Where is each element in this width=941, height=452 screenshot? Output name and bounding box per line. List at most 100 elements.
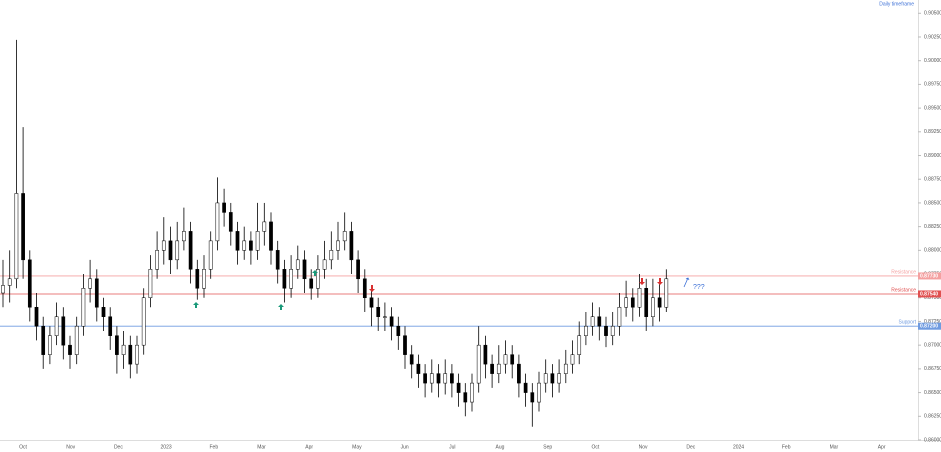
candle-body (41, 325, 46, 355)
y-tick-label: 0.90000 (924, 58, 941, 64)
candle-body (135, 344, 139, 365)
y-tick-label: 0.88250 (924, 224, 941, 230)
candle-body (362, 278, 367, 299)
y-tick-label: 0.89500 (924, 105, 941, 111)
candle-body (175, 240, 180, 261)
up-arrow (193, 302, 199, 308)
candle-body (108, 316, 113, 336)
candle-body (604, 325, 608, 336)
candle-body (369, 297, 374, 308)
y-tick-label: 0.86000 (924, 437, 941, 443)
candle-body (74, 325, 79, 355)
candle-body (195, 269, 200, 289)
x-tick-label: Jul (449, 444, 455, 450)
candle-body (637, 288, 642, 308)
down-arrow (369, 285, 375, 292)
price-tag-label: 0.87200 (920, 324, 938, 330)
candle-body (21, 193, 25, 261)
candle-body (235, 231, 240, 251)
candle-body (255, 231, 260, 251)
candle-body (48, 335, 52, 355)
candle-body (7, 278, 12, 286)
candle-body (463, 392, 468, 403)
candle-body (537, 382, 541, 403)
x-tick-label: Jun (401, 444, 409, 450)
x-tick-label: May (352, 444, 362, 450)
candle-body (530, 392, 535, 403)
x-tick-label: Apr (878, 444, 886, 450)
price-tag (918, 290, 941, 298)
y-tick-label: 0.86500 (924, 390, 941, 396)
y-tick-label: 0.89000 (924, 153, 941, 159)
candle-body (651, 297, 655, 317)
candle-body (644, 288, 649, 317)
level-name: Resistance (891, 269, 916, 275)
candle-body (590, 316, 595, 327)
candle-body (54, 316, 59, 336)
x-tick-label: Mar (257, 444, 266, 450)
candle-body (316, 269, 320, 289)
candle-body (376, 306, 381, 317)
candle-body (336, 240, 340, 251)
candle-body (496, 363, 501, 374)
x-tick-label: Apr (305, 444, 313, 450)
chart-title: Daily timeframe (879, 1, 914, 7)
candle-body (429, 373, 434, 384)
candle-body (470, 382, 474, 403)
x-tick-label: Dec (114, 444, 123, 450)
x-tick-label: Feb (209, 444, 218, 450)
x-tick-label: Nov (66, 444, 75, 450)
candle-body (409, 354, 414, 365)
x-tick-label: Aug (496, 444, 505, 450)
candle-body (302, 259, 307, 280)
candle-body (115, 335, 119, 355)
x-tick-label: 2024 (733, 444, 744, 450)
x-tick-label: Nov (639, 444, 648, 450)
candle-body (423, 373, 427, 384)
price-tag (918, 272, 941, 280)
candle-body (657, 297, 662, 308)
candle-body (416, 363, 421, 374)
candle-body (161, 240, 166, 251)
candle-body (249, 240, 253, 251)
y-tick-label: 0.86750 (924, 366, 941, 372)
y-tick-label: 0.88750 (924, 177, 941, 183)
candle-body (483, 344, 488, 365)
y-tick-label: 0.90250 (924, 34, 941, 40)
candle-body (34, 306, 39, 327)
candle-body (356, 259, 360, 280)
candle-body (322, 259, 327, 270)
candle-body (295, 259, 300, 270)
candle-body (490, 363, 494, 374)
candle-body (168, 240, 173, 261)
x-tick-label: Dec (686, 444, 695, 450)
candle-body (557, 373, 561, 384)
candle-body (523, 382, 528, 393)
down-arrow (639, 278, 645, 285)
candle-body (88, 278, 92, 289)
candle-body (630, 297, 635, 308)
candle-body (617, 306, 622, 327)
candle-body (94, 278, 99, 308)
candle-body (182, 231, 186, 242)
candle-body (101, 306, 106, 317)
candle-body (436, 373, 441, 384)
candle-body (389, 316, 394, 327)
candle-body (141, 297, 146, 346)
candle-body (309, 278, 314, 289)
candle-body (262, 221, 267, 232)
candle-body (570, 354, 575, 365)
up-arrow (312, 270, 318, 276)
x-tick-label: Sep (543, 444, 552, 450)
candle-body (1, 285, 5, 294)
candle-body (61, 316, 66, 346)
candle-body (443, 373, 448, 384)
candle-body (503, 354, 508, 365)
candle-body (121, 344, 126, 355)
candle-body (550, 373, 555, 384)
candle-body (584, 325, 588, 336)
annotation: ??? (693, 284, 705, 291)
candle-body (597, 316, 602, 327)
candle-body (510, 354, 515, 365)
